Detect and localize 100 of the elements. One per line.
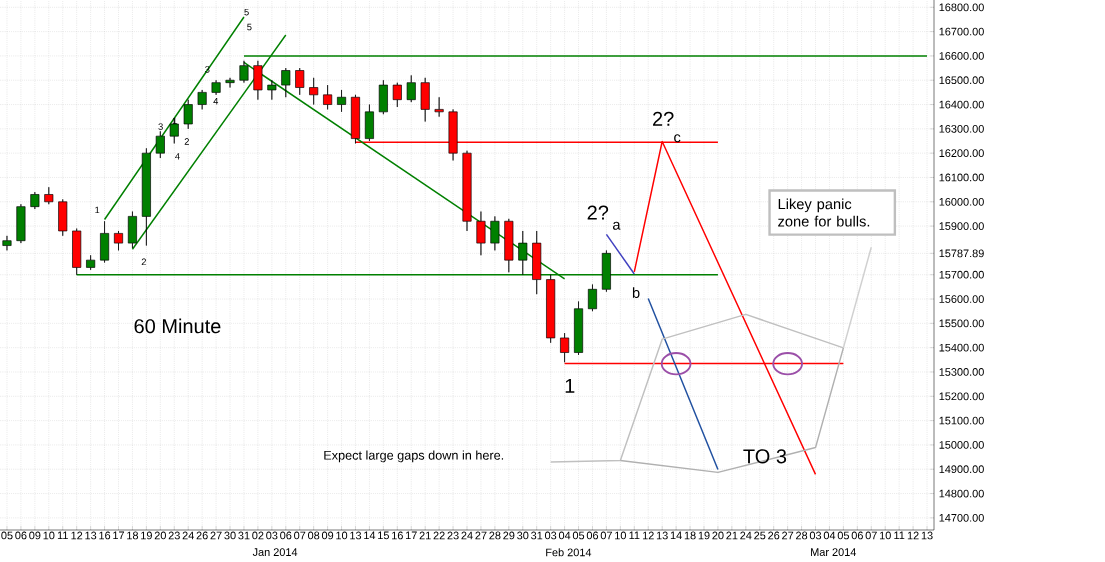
annotation: 2 bbox=[184, 138, 189, 145]
x-tick-label: 09 bbox=[321, 531, 334, 540]
x-tick-label: 18 bbox=[684, 531, 696, 540]
x-tick-label: 10 bbox=[43, 531, 55, 540]
annotation: 2? bbox=[587, 205, 609, 220]
y-tick-label: 15787.89 bbox=[939, 249, 984, 258]
x-tick-label: 31 bbox=[531, 531, 543, 540]
y-tick-label: 15000.00 bbox=[939, 441, 984, 449]
y-tick-label: 16400.00 bbox=[939, 100, 984, 109]
annotation: c bbox=[674, 134, 681, 143]
x-tick-label: 17 bbox=[113, 531, 125, 540]
x-tick-label: 30 bbox=[517, 531, 529, 540]
x-tick-label: 13 bbox=[85, 531, 97, 540]
x-tick-label: 03 bbox=[266, 531, 278, 540]
x-tick-label: 26 bbox=[196, 531, 208, 540]
x-tick-label: 12 bbox=[642, 531, 654, 540]
annotation: b bbox=[632, 287, 640, 298]
annotation: 3 bbox=[205, 66, 210, 73]
y-tick-label: 16600.00 bbox=[939, 52, 984, 60]
y-tick-label: 16500.00 bbox=[939, 76, 984, 85]
x-tick-label: 16 bbox=[99, 531, 111, 540]
x-tick-label: 29 bbox=[503, 531, 515, 540]
x-tick-label: 28 bbox=[489, 531, 501, 540]
y-tick-label: 16300.00 bbox=[939, 124, 984, 133]
x-tick-label: 09 bbox=[29, 531, 41, 540]
x-tick-label: 05 bbox=[1, 531, 13, 540]
x-tick-label: 13 bbox=[350, 531, 362, 540]
x-tick-label: 11 bbox=[629, 531, 640, 540]
x-tick-label: 20 bbox=[712, 531, 724, 540]
x-tick-label: 11 bbox=[57, 531, 68, 540]
x-tick-label: 06 bbox=[15, 531, 27, 540]
x-tick-label: 23 bbox=[168, 531, 180, 540]
x-tick-label: 24 bbox=[740, 531, 752, 540]
x-tick-label: 12 bbox=[907, 531, 919, 540]
annotation: 4 bbox=[175, 153, 180, 160]
x-tick-label: 24 bbox=[182, 531, 194, 540]
x-tick-label: 12 bbox=[71, 531, 83, 540]
x-tick-label: 07 bbox=[865, 531, 877, 540]
y-tick-label: 16700.00 bbox=[939, 27, 984, 36]
x-tick-label: 10 bbox=[615, 531, 626, 540]
x-tick-label: 03 bbox=[544, 531, 557, 540]
x-tick-label: 15 bbox=[378, 531, 389, 540]
x-tick-label: 28 bbox=[796, 531, 808, 540]
x-tick-label: 18 bbox=[127, 531, 139, 540]
x-tick-label: 17 bbox=[406, 531, 417, 540]
y-tick-label: 15600.00 bbox=[939, 295, 984, 303]
text: Mar 2014 bbox=[811, 548, 857, 556]
y-tick-label: 16800.00 bbox=[939, 3, 984, 12]
annotation: 4 bbox=[213, 98, 219, 105]
y-tick-label: 14900.00 bbox=[939, 465, 984, 474]
x-tick-label: 06 bbox=[851, 531, 863, 540]
x-tick-label: 07 bbox=[600, 531, 612, 540]
x-tick-label: 27 bbox=[475, 531, 487, 540]
x-tick-label: 27 bbox=[782, 531, 794, 540]
y-tick-label: 16200.00 bbox=[939, 149, 984, 158]
x-tick-label: 07 bbox=[294, 531, 306, 540]
x-tick-label: 05 bbox=[572, 531, 585, 540]
y-tick-label: 15900.00 bbox=[939, 222, 984, 230]
annotation: Likey panic zone for bulls. bbox=[778, 198, 870, 227]
x-tick-label: 21 bbox=[726, 531, 738, 540]
x-tick-label: 23 bbox=[447, 531, 459, 540]
x-tick-label: 05 bbox=[837, 531, 850, 540]
x-tick-label: 25 bbox=[754, 531, 766, 540]
x-tick-label: 20 bbox=[154, 531, 166, 540]
x-tick-label: 13 bbox=[656, 531, 668, 540]
y-tick-label: 14700.00 bbox=[939, 513, 984, 522]
y-tick-label: 15300.00 bbox=[939, 368, 984, 376]
annotation: 1 bbox=[565, 378, 575, 393]
x-tick-label: 21 bbox=[419, 531, 431, 540]
annotation: Expect large gaps down in here. bbox=[324, 450, 504, 463]
x-tick-label: 22 bbox=[433, 531, 445, 540]
x-tick-label: 04 bbox=[823, 531, 836, 540]
annotation: 1 bbox=[172, 117, 177, 125]
annotation: 2 bbox=[141, 258, 146, 266]
y-tick-label: 15700.00 bbox=[939, 270, 984, 279]
y-tick-label: 15100.00 bbox=[939, 416, 984, 425]
x-tick-label: 24 bbox=[461, 531, 473, 540]
x-tick-label: 31 bbox=[238, 531, 250, 540]
x-tick-label: 13 bbox=[921, 531, 933, 540]
y-tick-label: 15500.00 bbox=[939, 319, 984, 328]
annotation: a bbox=[613, 221, 621, 230]
text: Jan 2014 bbox=[252, 548, 298, 556]
y-tick-label: 15200.00 bbox=[939, 392, 984, 401]
y-tick-label: 14800.00 bbox=[939, 489, 984, 498]
x-tick-label: 08 bbox=[308, 531, 320, 540]
x-tick-label: 04 bbox=[558, 531, 571, 540]
text: 60 Minute bbox=[134, 318, 221, 334]
x-tick-label: 10 bbox=[879, 531, 891, 540]
x-tick-label: 06 bbox=[586, 531, 599, 540]
x-tick-label: 16 bbox=[392, 531, 403, 540]
annotation: 5 bbox=[247, 23, 252, 31]
x-tick-label: 10 bbox=[336, 531, 348, 540]
annotation: 3 bbox=[158, 123, 163, 130]
annotation: TO 3 bbox=[743, 449, 787, 464]
annotation: 1 bbox=[95, 206, 100, 214]
x-tick-label: 11 bbox=[894, 531, 905, 540]
annotation: 5 bbox=[244, 8, 249, 16]
x-tick-label: 26 bbox=[768, 531, 780, 540]
x-tick-label: 30 bbox=[224, 531, 236, 540]
y-tick-label: 15400.00 bbox=[939, 343, 984, 352]
